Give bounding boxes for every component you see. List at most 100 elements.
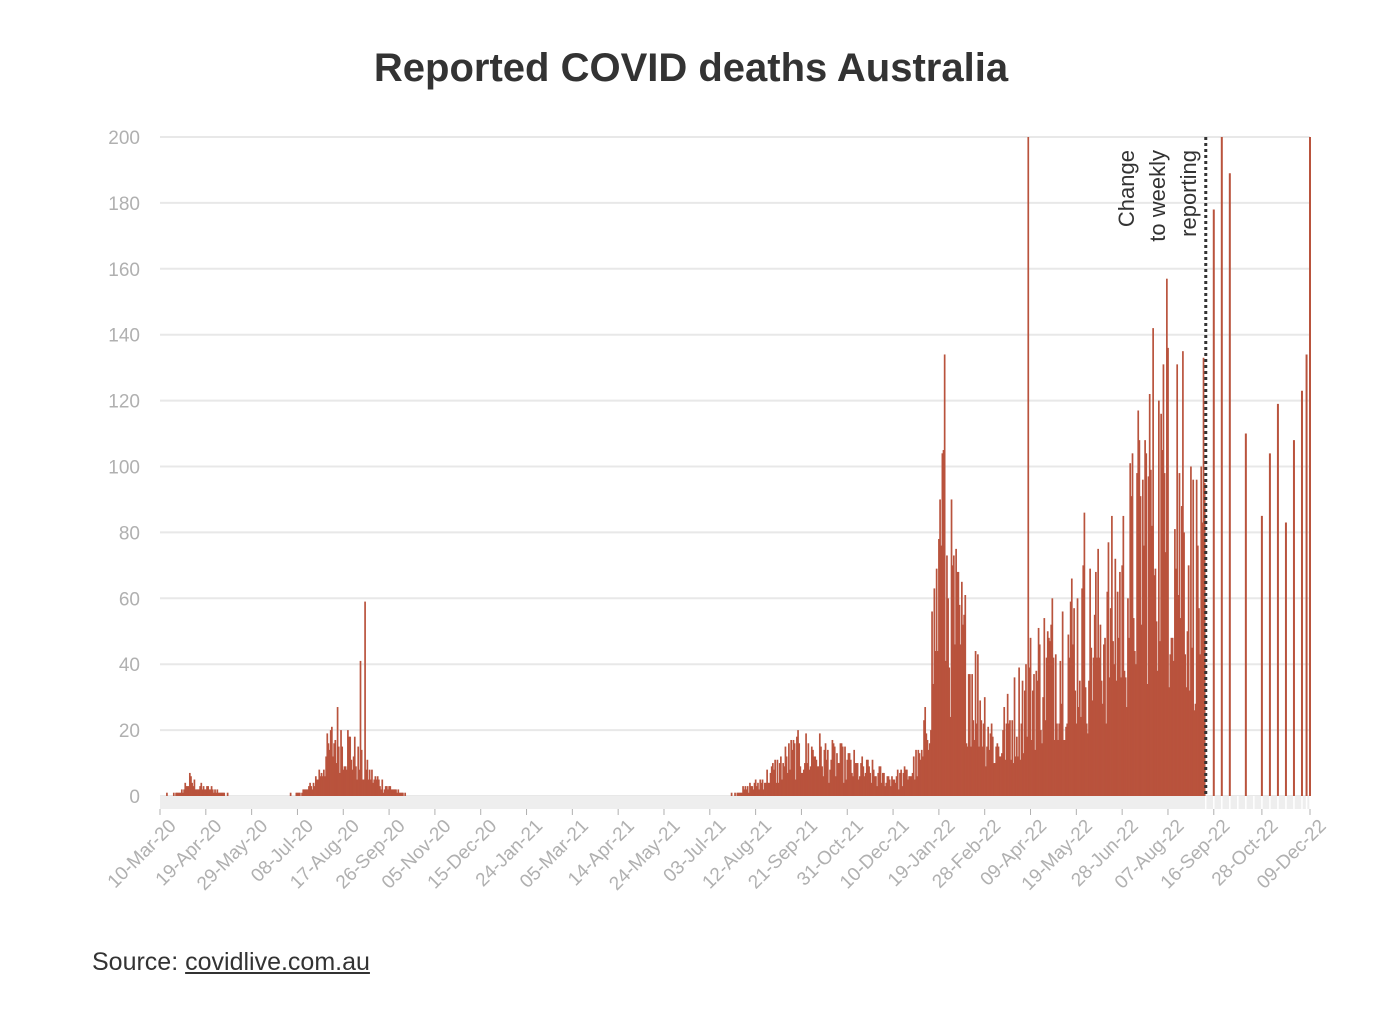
- daily-bar: [942, 450, 945, 796]
- daily-bar: [1042, 697, 1045, 796]
- daily-bar: [1056, 723, 1058, 796]
- daily-bar: [917, 749, 920, 796]
- daily-bar: [1120, 677, 1122, 796]
- daily-bar: [816, 766, 819, 796]
- daily-bar: [886, 776, 889, 796]
- daily-bar: [1034, 749, 1036, 796]
- daily-bar: [897, 789, 900, 796]
- daily-bar: [1072, 644, 1074, 796]
- daily-bar: [1029, 637, 1032, 796]
- daily-bar: [939, 499, 941, 796]
- daily-bar: [1077, 707, 1080, 796]
- daily-bar: [822, 776, 825, 796]
- daily-bar: [1068, 657, 1071, 796]
- daily-bar: [1196, 545, 1199, 796]
- daily-bar: [298, 792, 301, 796]
- daily-bar: [335, 763, 338, 796]
- daily-bar: [1163, 473, 1166, 796]
- daily-bar: [1147, 476, 1150, 796]
- daily-bar: [837, 763, 839, 796]
- daily-bar: [195, 789, 198, 796]
- daily-bar: [828, 782, 830, 796]
- daily-bar: [826, 749, 829, 796]
- daily-bar: [314, 776, 317, 796]
- daily-bar: [932, 683, 935, 796]
- daily-bar: [813, 756, 815, 796]
- y-tick-label: 80: [119, 523, 140, 544]
- daily-bar: [931, 611, 933, 796]
- daily-bar: [830, 759, 833, 796]
- daily-bar: [337, 746, 340, 796]
- daily-bar: [762, 789, 765, 796]
- daily-bar: [766, 769, 768, 796]
- daily-bar: [982, 723, 985, 796]
- daily-bar: [313, 786, 316, 796]
- daily-bar: [400, 792, 403, 796]
- daily-bar: [865, 759, 868, 796]
- daily-bar: [744, 786, 747, 796]
- daily-bar: [1059, 660, 1062, 796]
- daily-bar: [1182, 351, 1184, 796]
- daily-bar: [1090, 647, 1093, 796]
- daily-bar: [788, 743, 790, 796]
- daily-bar: [193, 779, 196, 796]
- daily-bar: [188, 772, 191, 796]
- daily-bar: [958, 604, 961, 796]
- daily-bar: [928, 743, 931, 796]
- annotation-label-line: to weekly: [1145, 150, 1170, 242]
- daily-bar: [1129, 463, 1132, 796]
- daily-bar: [893, 779, 896, 796]
- daily-bar: [855, 763, 858, 796]
- daily-bar: [840, 743, 843, 796]
- daily-bar: [1010, 759, 1012, 796]
- daily-bar: [749, 782, 751, 796]
- daily-bar: [1124, 677, 1127, 796]
- daily-bar: [215, 792, 218, 796]
- source-link[interactable]: covidlive.com.au: [185, 948, 370, 976]
- daily-bar: [796, 736, 798, 796]
- daily-bar: [192, 786, 195, 796]
- daily-bar: [1203, 482, 1206, 796]
- daily-bar: [1053, 739, 1056, 796]
- daily-bar: [312, 782, 315, 796]
- daily-bar: [404, 792, 407, 796]
- daily-bar: [1193, 710, 1196, 796]
- daily-bar: [1006, 693, 1009, 796]
- daily-bar: [734, 792, 736, 796]
- daily-bar: [785, 756, 788, 796]
- daily-bar: [962, 624, 964, 796]
- daily-bar: [319, 776, 322, 796]
- daily-bar: [739, 792, 742, 796]
- daily-bar: [889, 786, 892, 796]
- daily-bar: [918, 753, 921, 796]
- daily-bar: [1057, 739, 1059, 796]
- daily-bar: [846, 759, 849, 796]
- daily-bar: [934, 651, 937, 796]
- daily-bar: [1152, 328, 1154, 796]
- daily-bar: [948, 667, 951, 796]
- daily-bar: [1088, 680, 1090, 796]
- daily-bar: [1058, 723, 1061, 796]
- daily-bar: [831, 739, 834, 796]
- daily-bar: [200, 782, 203, 796]
- daily-bar: [223, 792, 226, 796]
- daily-bar: [1037, 627, 1040, 796]
- daily-bar: [201, 789, 204, 796]
- daily-bar: [371, 769, 373, 796]
- daily-bar: [375, 779, 378, 796]
- daily-bar: [863, 776, 866, 796]
- daily-bar: [1050, 624, 1053, 796]
- daily-bar: [1148, 394, 1151, 796]
- daily-bar: [351, 769, 354, 796]
- daily-bar: [1201, 522, 1204, 796]
- daily-bar: [885, 782, 888, 796]
- daily-bar: [311, 789, 314, 796]
- daily-bar: [1052, 657, 1055, 796]
- daily-bar: [912, 756, 915, 796]
- daily-bar: [1107, 542, 1110, 796]
- daily-bar: [196, 789, 199, 796]
- daily-bar: [1145, 453, 1148, 796]
- daily-bar: [332, 756, 334, 796]
- daily-bar: [1112, 641, 1114, 796]
- daily-bar: [956, 571, 959, 796]
